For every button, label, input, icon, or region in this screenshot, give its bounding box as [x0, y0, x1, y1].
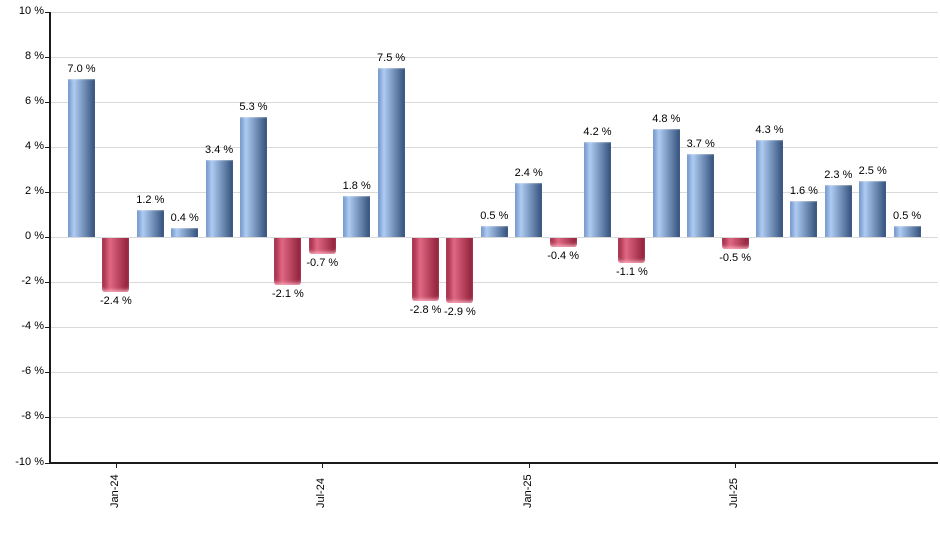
- gridline: [49, 237, 938, 238]
- y-axis-label: 0 %: [25, 230, 44, 242]
- bar-value-label: 2.5 %: [858, 164, 887, 177]
- bar[interactable]: [171, 227, 199, 237]
- bar-value-label: -2.8 %: [409, 304, 442, 317]
- x-axis-tick: [735, 462, 737, 468]
- y-axis-label: 2 %: [25, 184, 44, 197]
- x-axis-label: Jul-25: [728, 478, 741, 508]
- bar-value-label: 4.3 %: [755, 124, 784, 137]
- bar-value-label: 4.8 %: [652, 112, 681, 125]
- bar-value-label: -0.5 %: [719, 252, 751, 265]
- bar[interactable]: [687, 153, 715, 237]
- gridline: [49, 101, 938, 103]
- gridline: [49, 282, 938, 284]
- bar[interactable]: [205, 160, 233, 237]
- bar-value-label: 5.3 %: [239, 101, 268, 114]
- bar-value-label: 0.5 %: [480, 209, 509, 222]
- bar[interactable]: [446, 238, 474, 304]
- y-axis-tick: [45, 282, 49, 284]
- y-axis-label: 10 %: [18, 4, 44, 17]
- bar[interactable]: [343, 196, 371, 237]
- gridline: [49, 11, 938, 13]
- bar-value-label: -0.4 %: [547, 250, 579, 263]
- bar-value-label: 4.2 %: [583, 126, 612, 139]
- bar[interactable]: [480, 225, 508, 237]
- bar[interactable]: [240, 117, 267, 237]
- bar-value-label: 2.4 %: [514, 166, 543, 179]
- x-axis-line: [49, 462, 938, 464]
- y-axis-tick: [45, 327, 49, 329]
- bar-value-label: 7.5 %: [377, 51, 406, 64]
- y-axis-label: -8 %: [21, 410, 44, 423]
- bar-value-label: 3.7 %: [686, 137, 715, 150]
- bar[interactable]: [893, 225, 921, 237]
- x-axis-tick: [115, 462, 117, 468]
- y-axis-label: 4 %: [25, 139, 44, 152]
- bar[interactable]: [377, 67, 405, 237]
- bar[interactable]: [584, 142, 611, 237]
- bar[interactable]: [652, 128, 680, 237]
- gridline: [49, 146, 938, 148]
- bar[interactable]: [136, 209, 164, 237]
- y-axis-tick: [45, 417, 49, 419]
- bar-value-label: -0.7 %: [306, 256, 339, 269]
- bar-value-label: -2.4 %: [99, 295, 132, 308]
- y-axis-tick: [45, 56, 49, 58]
- y-axis-label: 6 %: [25, 94, 44, 107]
- bar-value-label: 1.2 %: [136, 193, 165, 206]
- y-axis-tick: [45, 372, 49, 374]
- bar[interactable]: [308, 238, 336, 254]
- bar-value-label: -1.1 %: [615, 265, 648, 278]
- bar[interactable]: [515, 182, 543, 237]
- y-axis-tick: [45, 191, 49, 193]
- y-axis-label: 8 %: [25, 49, 44, 62]
- y-axis-line: [49, 11, 51, 463]
- y-axis-tick: [45, 237, 49, 238]
- x-axis-tick: [322, 462, 324, 468]
- bar-value-label: 3.4 %: [205, 144, 234, 157]
- x-axis-label: Jan-24: [108, 474, 121, 508]
- x-axis-label: Jan-25: [521, 474, 534, 508]
- bar[interactable]: [618, 238, 646, 263]
- y-axis-tick: [45, 462, 49, 464]
- bar[interactable]: [68, 79, 95, 237]
- bar-value-label: -2.1 %: [271, 288, 304, 301]
- gridline: [49, 56, 938, 58]
- gridline: [49, 327, 938, 329]
- bar[interactable]: [549, 238, 577, 248]
- x-axis-label: Jul-24: [315, 478, 328, 508]
- y-axis-label: -2 %: [21, 275, 44, 288]
- y-axis-tick: [45, 101, 49, 103]
- bar[interactable]: [721, 238, 749, 250]
- bar[interactable]: [756, 140, 783, 237]
- y-axis-label: -10 %: [15, 455, 44, 468]
- bar-value-label: 7.0 %: [67, 63, 96, 76]
- bar[interactable]: [274, 238, 302, 286]
- bar[interactable]: [102, 238, 130, 293]
- gridline: [49, 417, 938, 419]
- bar-value-label: 2.3 %: [824, 169, 853, 182]
- bar-value-label: 1.8 %: [342, 180, 371, 193]
- y-axis-tick: [45, 11, 49, 13]
- y-axis-label: -4 %: [21, 320, 44, 333]
- y-axis-tick: [45, 146, 49, 148]
- bar-value-label: 0.5 %: [893, 209, 922, 222]
- bar-value-label: -2.9 %: [443, 306, 476, 319]
- bar-value-label: 1.6 %: [789, 184, 818, 197]
- gridline: [49, 191, 938, 193]
- bar[interactable]: [790, 200, 818, 237]
- y-axis-label: -6 %: [21, 365, 44, 378]
- bar[interactable]: [824, 185, 852, 237]
- bar[interactable]: [412, 238, 439, 302]
- bar-value-label: 0.4 %: [170, 211, 199, 224]
- gridline: [49, 372, 938, 374]
- bar[interactable]: [859, 180, 887, 237]
- x-axis-tick: [528, 462, 530, 468]
